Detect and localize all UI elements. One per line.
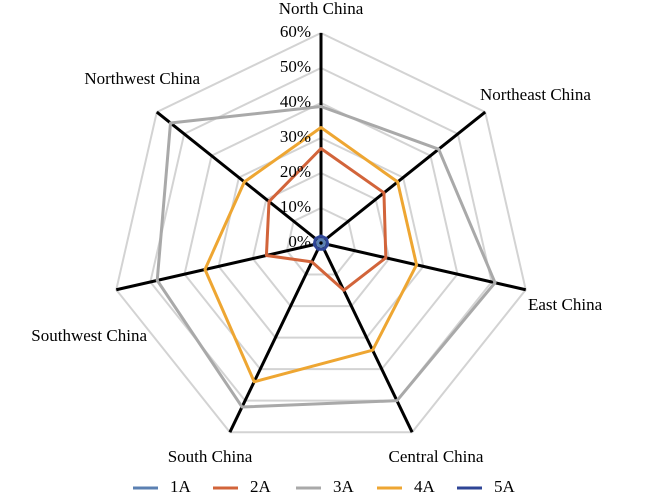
grid [115,31,527,434]
series-line [316,238,326,248]
axis-spoke [320,110,487,245]
grid-line [115,31,527,434]
axis-tick-label: 10% [280,197,311,216]
labels: 0% 10% 20% 30% 40% 50% 60% North China Northeast… [31,0,602,495]
legend-label: 2A [250,477,272,495]
grid-line [149,66,493,402]
legend-label: 5A [494,477,516,495]
axis-tick-label: 30% [280,127,311,146]
spokes [115,33,527,433]
series-layer [155,105,497,409]
axis-tick-label: 60% [280,22,311,41]
axis-spoke [320,241,527,292]
category-label: Northeast China [480,85,591,104]
category-label: Southwest China [31,326,147,345]
axis-tick-label: 20% [280,162,311,181]
category-label: East China [528,295,603,314]
grid-line [217,136,425,339]
series-line [312,234,330,251]
category-label: Central China [389,447,484,466]
axis-tick-label: 40% [280,92,311,111]
axis-spoke [228,242,323,433]
category-label: Northwest China [84,69,200,88]
grid-line [285,206,357,276]
category-label: North China [279,0,364,18]
category-label: South China [168,447,253,466]
grid-line [183,101,459,371]
grid-line [251,171,391,308]
axis-spoke [115,241,322,292]
legend-label: 3A [333,477,355,495]
axis-spoke [155,110,322,245]
legend-label: 4A [414,477,436,495]
series-line [155,105,497,409]
axis-tick-label: 0% [288,232,311,251]
legend-label: 1A [170,477,192,495]
series-line [203,126,419,384]
axis-tick-label: 50% [280,57,311,76]
series-line [264,147,388,292]
